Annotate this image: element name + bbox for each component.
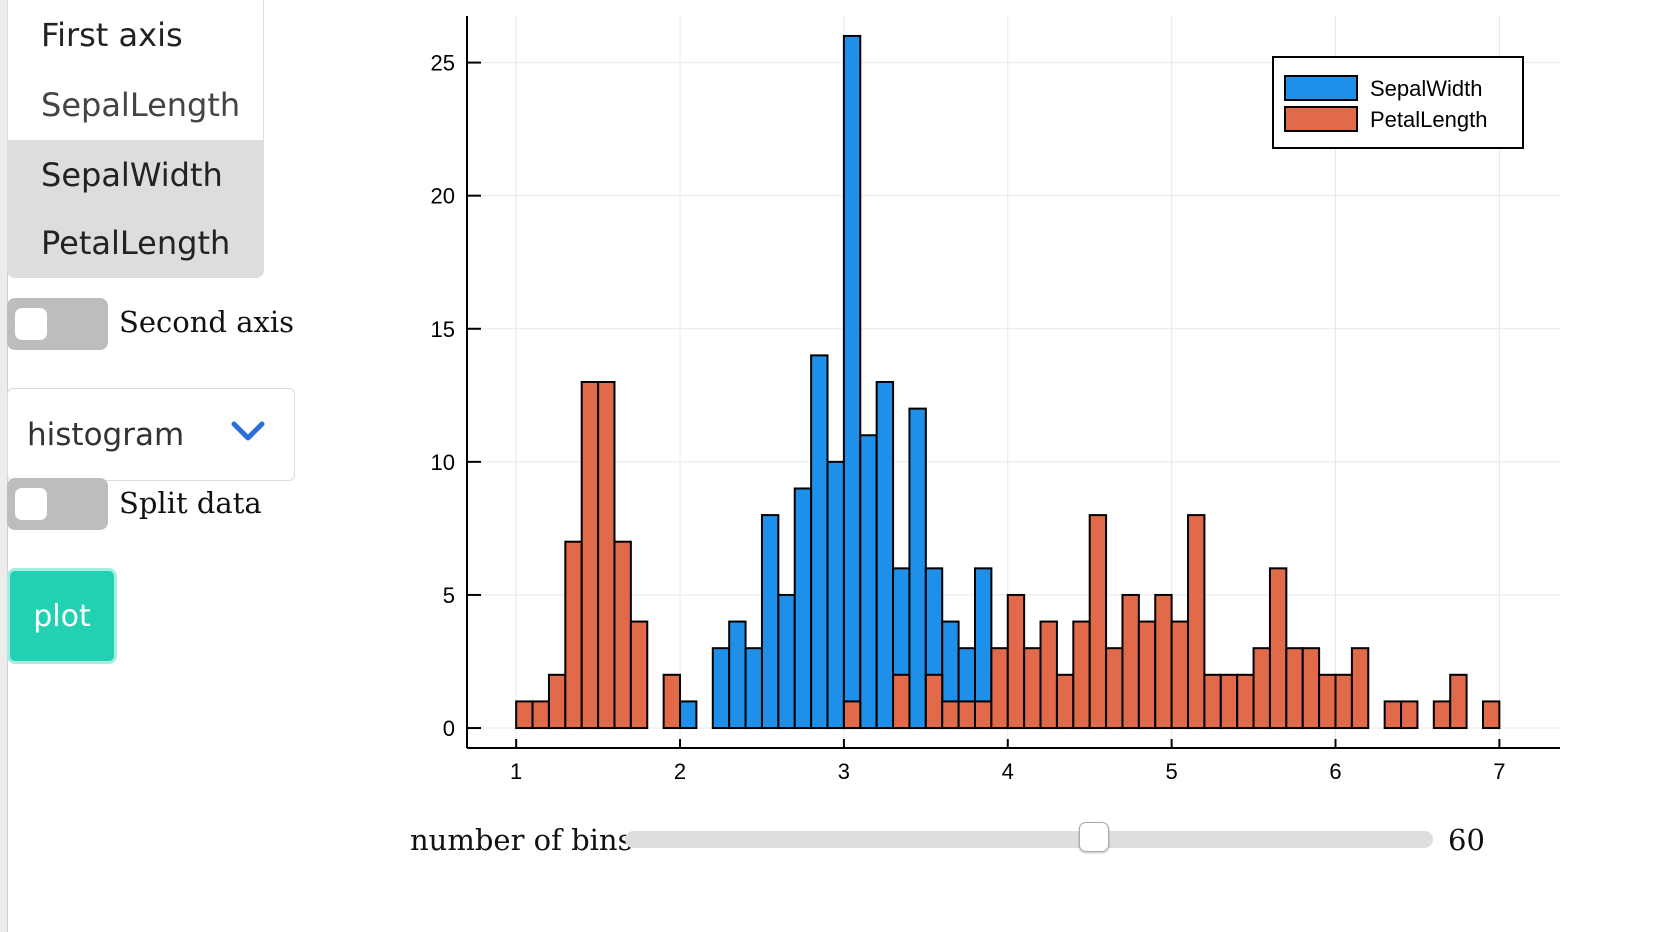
first-axis-header: First axis xyxy=(41,16,183,54)
y-tick-label: 20 xyxy=(431,184,455,209)
histogram-bar xyxy=(859,434,878,730)
histogram-bar xyxy=(1285,647,1304,730)
histogram-bar xyxy=(1481,700,1501,730)
legend-label-petallength: PetalLength xyxy=(1370,107,1487,132)
histogram-bar xyxy=(777,593,796,730)
histogram-bar xyxy=(826,460,845,730)
chevron-down-icon xyxy=(231,421,265,441)
histogram-bar xyxy=(613,540,632,730)
x-tick-label: 6 xyxy=(1329,759,1341,784)
bins-value: 60 xyxy=(1448,823,1485,857)
legend-box xyxy=(1272,56,1524,149)
second-axis-label: Second axis xyxy=(119,305,294,339)
option-sepal-width[interactable]: SepalWidth xyxy=(8,140,263,210)
histogram-bar xyxy=(597,381,616,730)
histogram-bar xyxy=(1449,673,1468,730)
histogram-bar xyxy=(1318,673,1337,730)
histogram-bar xyxy=(842,34,862,730)
x-tick-label: 1 xyxy=(510,759,522,784)
histogram-bar xyxy=(1170,620,1190,730)
histogram-bar xyxy=(1187,514,1206,730)
y-tick-label: 10 xyxy=(431,450,455,475)
histogram-bar xyxy=(892,673,911,730)
histogram-bar xyxy=(973,700,993,730)
histogram-bar xyxy=(1105,647,1124,730)
legend-swatch-petallength xyxy=(1284,106,1358,132)
histogram-bar xyxy=(810,354,829,730)
x-tick-label: 3 xyxy=(838,759,850,784)
chart-axes: 1 2 3 4 5 6 7 0 5 10 15 20 25 xyxy=(431,16,1560,784)
histogram-bar xyxy=(760,514,780,730)
histogram-bar xyxy=(908,407,927,730)
split-data-label: Split data xyxy=(119,486,262,520)
split-data-toggle[interactable] xyxy=(7,478,108,530)
x-tick-label: 7 xyxy=(1493,759,1505,784)
histogram-bar xyxy=(990,647,1009,730)
option-sepal-length[interactable]: SepalLength xyxy=(41,86,241,124)
histogram-bar xyxy=(744,647,763,730)
histogram-bar xyxy=(531,700,550,730)
histogram-bar xyxy=(1121,593,1140,730)
histogram-bar xyxy=(1088,514,1108,730)
histogram-bar xyxy=(1432,700,1452,730)
option-petal-length[interactable]: PetalLength xyxy=(8,208,263,277)
histogram-bar xyxy=(515,700,534,730)
histogram-bar xyxy=(1203,673,1222,730)
toggle-knob xyxy=(15,308,47,340)
histogram-bar xyxy=(1350,647,1370,730)
histogram-bar xyxy=(1383,700,1403,730)
y-tick-label: 15 xyxy=(431,317,455,342)
histogram-bar xyxy=(711,647,731,730)
legend-label-sepalwidth: SepalWidth xyxy=(1370,76,1483,101)
histogram-bar xyxy=(941,700,960,730)
histogram-bar xyxy=(679,700,698,730)
histogram-bar xyxy=(1137,620,1157,730)
bins-label: number of bins xyxy=(410,823,633,857)
first-axis-listbox[interactable]: First axis SepalLength SepalWidth PetalL… xyxy=(7,0,264,278)
histogram-bar xyxy=(1334,673,1353,730)
bins-slider-track[interactable] xyxy=(625,831,1433,848)
histogram-bar xyxy=(629,620,649,730)
histogram-bar xyxy=(842,700,862,730)
y-tick-label: 0 xyxy=(443,716,455,741)
histogram-bar xyxy=(728,620,747,730)
histogram-bar xyxy=(1252,647,1271,730)
legend-swatch-sepalwidth xyxy=(1284,75,1358,101)
histogram-bar xyxy=(1072,620,1091,730)
histogram-bar xyxy=(1268,567,1288,730)
x-tick-label: 2 xyxy=(674,759,686,784)
histogram-bar xyxy=(1006,593,1026,730)
toggle-knob xyxy=(15,488,47,520)
histogram-bar xyxy=(1055,673,1075,730)
histogram-bar xyxy=(1023,647,1042,730)
bins-slider-thumb[interactable] xyxy=(1078,822,1109,852)
second-axis-toggle[interactable] xyxy=(7,298,108,350)
histogram-bar xyxy=(793,487,813,730)
y-tick-label: 25 xyxy=(431,51,455,76)
histogram-bar xyxy=(875,381,895,730)
plot-type-value: histogram xyxy=(27,417,185,453)
series-petallength xyxy=(515,381,1501,730)
series-sepalwidth xyxy=(679,34,1091,730)
histogram-bar xyxy=(1301,647,1321,730)
x-tick-label: 5 xyxy=(1166,759,1178,784)
histogram-bar xyxy=(1154,593,1173,730)
y-tick-label: 5 xyxy=(443,583,455,608)
histogram-bar xyxy=(547,673,567,730)
x-tick-label: 4 xyxy=(1002,759,1014,784)
histogram-bar xyxy=(1219,673,1239,730)
histogram-bar xyxy=(662,673,682,730)
plot-type-select[interactable]: histogram xyxy=(7,388,295,481)
histogram-bar xyxy=(1039,620,1058,730)
histogram-bar xyxy=(924,673,944,730)
chart-legend: SepalWidth PetalLength xyxy=(1272,56,1524,149)
histogram-bar xyxy=(1236,673,1255,730)
histogram-bar xyxy=(580,381,600,730)
histogram-bar xyxy=(564,540,583,730)
histogram-bar xyxy=(957,700,976,730)
histogram-bar xyxy=(1400,700,1419,730)
plot-button[interactable]: plot xyxy=(7,568,117,664)
